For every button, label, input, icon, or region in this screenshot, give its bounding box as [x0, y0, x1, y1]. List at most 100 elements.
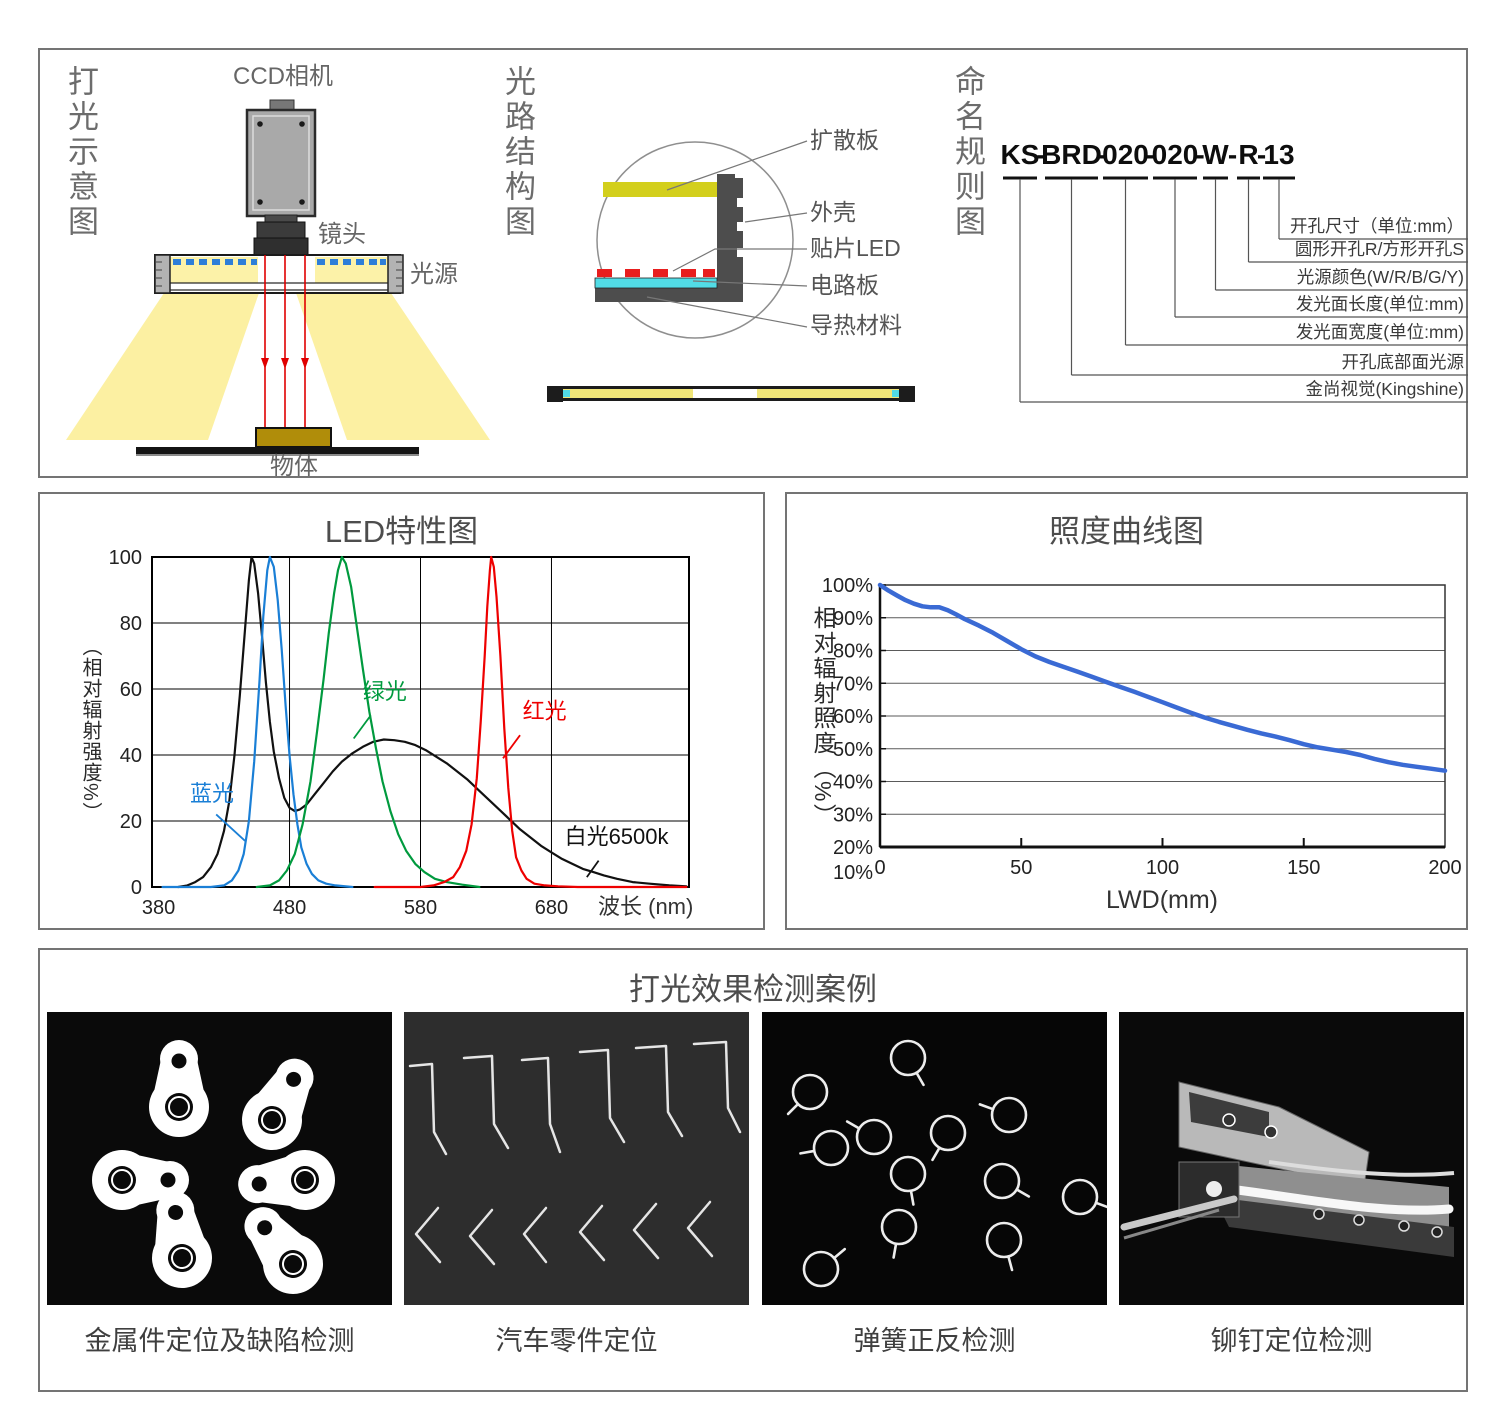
light-rays — [264, 255, 306, 428]
label-housing: 外壳 — [810, 199, 856, 225]
smd-leds — [597, 269, 715, 277]
camera-label: CCD相机 — [233, 63, 333, 90]
svg-text:发光面长度(单位:mm): 发光面长度(单位:mm) — [1296, 294, 1464, 314]
section-title-structure: 光路结构图 — [500, 65, 535, 240]
case-figure-rivets: 铆钉定位检测 — [1119, 1012, 1464, 1358]
top-panel: 打光示意图 CCD相机 镜头 — [38, 48, 1468, 478]
svg-text:0: 0 — [131, 877, 142, 899]
svg-text:680: 680 — [535, 897, 568, 919]
svg-text:020: 020 — [1102, 139, 1149, 170]
svg-text:50%: 50% — [833, 739, 873, 761]
svg-text:020: 020 — [1152, 139, 1199, 170]
svg-text:100: 100 — [109, 547, 142, 569]
svg-text:金尚视觉(Kingshine): 金尚视觉(Kingshine) — [1305, 379, 1464, 399]
svg-text:100%: 100% — [822, 575, 873, 597]
case-caption: 弹簧正反检测 — [853, 1326, 1016, 1356]
svg-text:480: 480 — [273, 897, 306, 919]
case-caption: 金属件定位及缺陷检测 — [84, 1326, 355, 1356]
svg-text:发光面宽度(单位:mm): 发光面宽度(单位:mm) — [1296, 322, 1464, 342]
section-title-naming: 命名规则图 — [950, 65, 985, 240]
label-diffuser: 扩散板 — [810, 127, 879, 153]
svg-text:580: 580 — [404, 897, 437, 919]
diffuser-strip — [161, 282, 397, 291]
stage — [136, 447, 419, 454]
leader-lines — [646, 140, 808, 328]
label-pcb: 电路板 — [810, 272, 879, 298]
svg-text:开孔底部面光源: 开孔底部面光源 — [1342, 352, 1465, 372]
label-thermal: 导热材料 — [810, 312, 902, 338]
illuminance-chart-title: 照度曲线图 — [1049, 514, 1204, 549]
svg-text:白光6500k: 白光6500k — [565, 824, 670, 849]
led-chart-title: LED特性图 — [324, 514, 479, 549]
detail-circle — [596, 141, 794, 339]
svg-text:200: 200 — [1428, 857, 1461, 879]
camera-lens — [256, 221, 306, 239]
section-title-lighting: 打光示意图 — [63, 65, 98, 240]
thermal-base — [595, 288, 743, 302]
ray-arrowheads — [261, 358, 309, 369]
object — [255, 427, 332, 448]
case-image-rivets — [1119, 1012, 1464, 1305]
svg-text:-: - — [1228, 139, 1237, 170]
illuminance-y-axis-label: 相对辐射照度（%） — [810, 606, 836, 829]
circuit-board — [594, 277, 718, 289]
light-source-label: 光源 — [410, 261, 458, 288]
svg-text:40%: 40% — [833, 772, 873, 794]
svg-text:0: 0 — [874, 857, 885, 879]
case-caption: 汽车零件定位 — [495, 1326, 658, 1356]
object-label: 物体 — [270, 453, 318, 476]
case-figure-metal-parts: 金属件定位及缺陷检测 — [47, 1012, 392, 1358]
illuminance-chart-panel: 照度曲线图 相对辐射照度（%） 100% 90% 80% 70% 60% 50% 40% 30… — [785, 492, 1468, 930]
label-smd-led: 贴片LED — [810, 235, 901, 261]
svg-text:100: 100 — [1146, 857, 1179, 879]
led-chart-panel: LED特性图 （相对辐射强度%） 0 20 40 60 80 100 380 480 580 68… — [38, 492, 765, 930]
svg-text:-: - — [1036, 139, 1045, 170]
svg-text:50: 50 — [1010, 857, 1032, 879]
svg-text:-: - — [1096, 139, 1105, 170]
illuminance-chart-plot: 100% 90% 80% 70% 60% 50% 40% 30% 20% 10% 0 50 100 150… — [822, 575, 1462, 914]
svg-text:30%: 30% — [833, 804, 873, 826]
case-figure-auto-parts: 汽车零件定位 — [404, 1012, 749, 1358]
case-image-springs — [762, 1012, 1107, 1305]
camera-body — [245, 108, 317, 218]
svg-text:开孔尺寸（单位:mm）: 开孔尺寸（单位:mm） — [1290, 216, 1464, 236]
cases-title: 打光效果检测案例 — [629, 972, 877, 1007]
svg-text:KS: KS — [1001, 139, 1040, 170]
svg-text:20: 20 — [120, 811, 142, 833]
svg-text:150: 150 — [1287, 857, 1320, 879]
svg-text:90%: 90% — [833, 608, 873, 630]
naming-rule-diagram: KS BRD 020 020 W R 13- - - - - -开孔尺寸（单位:mm）圆形开孔R/方形… — [1001, 139, 1468, 403]
case-caption: 铆钉定位检测 — [1210, 1326, 1373, 1356]
svg-text:20%: 20% — [833, 837, 873, 859]
light-cone-left — [66, 293, 259, 440]
svg-text:13: 13 — [1263, 139, 1294, 170]
svg-text:70%: 70% — [833, 673, 873, 695]
svg-text:380: 380 — [142, 897, 175, 919]
svg-text:绿光: 绿光 — [363, 679, 407, 704]
svg-text:红光: 红光 — [523, 699, 567, 724]
lens-label: 镜头 — [318, 221, 366, 248]
svg-text:-: - — [1195, 139, 1204, 170]
svg-text:R: R — [1238, 139, 1258, 170]
svg-text:波长 (nm): 波长 (nm) — [598, 894, 693, 919]
panel-cross-section — [547, 386, 915, 402]
svg-text:80%: 80% — [833, 641, 873, 663]
diffuser-plate — [603, 182, 719, 197]
svg-text:光源颜色(W/R/B/G/Y): 光源颜色(W/R/B/G/Y) — [1297, 267, 1464, 287]
svg-text:60: 60 — [120, 679, 142, 701]
cases-panel: 打光效果检测案例 — [38, 948, 1468, 1392]
camera-connector — [269, 99, 295, 111]
light-cone-right — [296, 293, 490, 440]
svg-text:LWD(mm): LWD(mm) — [1106, 886, 1218, 914]
case-figure-springs: 弹簧正反检测 — [762, 1012, 1107, 1358]
led-y-axis-label: （相对辐射强度%） — [79, 636, 101, 823]
light-path-structure-diagram: 扩散板 外壳 贴片LED 电路板 导热材料 — [547, 127, 915, 402]
led-dashes — [173, 259, 386, 265]
led-chart-plot: 0 20 40 60 80 100 380 480 580 680 波长 (nm) 蓝光 绿光红光白光6… — [109, 547, 694, 919]
svg-text:80: 80 — [120, 613, 142, 635]
svg-text:BRD: BRD — [1041, 139, 1102, 170]
svg-text:-: - — [1146, 139, 1155, 170]
svg-text:蓝光: 蓝光 — [190, 781, 234, 806]
svg-text:10%: 10% — [833, 862, 873, 884]
